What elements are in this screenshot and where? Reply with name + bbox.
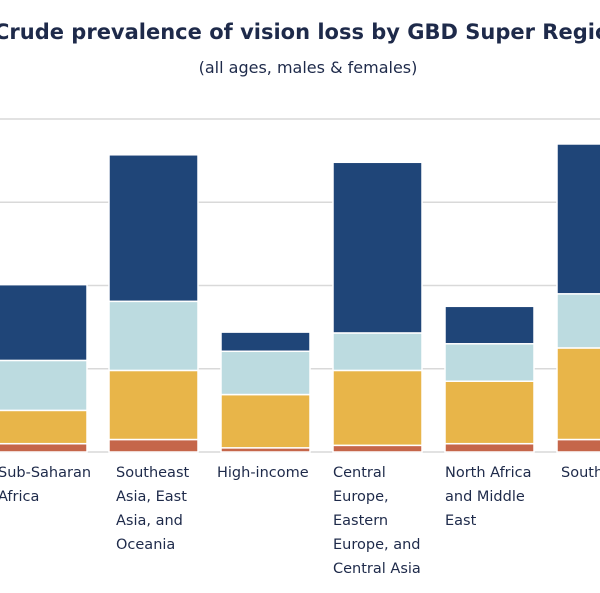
category-label: Central Europe, Eastern Europe, and Cent… bbox=[333, 465, 421, 577]
bar-segment[interactable] bbox=[444, 380, 535, 445]
bar-segment[interactable] bbox=[332, 369, 423, 447]
bar-segment[interactable] bbox=[108, 154, 199, 303]
bar-segment[interactable] bbox=[332, 444, 423, 453]
bar-segment[interactable] bbox=[556, 347, 600, 441]
chart-title: Crude prevalence of vision loss by GBD S… bbox=[0, 20, 600, 44]
chart-subtitle: (all ages, males & females) bbox=[198, 58, 418, 77]
bar-segment[interactable] bbox=[332, 332, 423, 372]
bar-segment[interactable] bbox=[444, 343, 535, 382]
category-label: High-income bbox=[217, 465, 309, 481]
bar-segment[interactable] bbox=[108, 300, 199, 372]
bar-segment[interactable] bbox=[0, 442, 88, 453]
bar-segment[interactable] bbox=[332, 161, 423, 334]
bar-segment[interactable] bbox=[108, 438, 199, 453]
bar-segment[interactable] bbox=[0, 409, 88, 445]
bar-segment[interactable] bbox=[0, 283, 88, 362]
bar-segment[interactable] bbox=[556, 143, 600, 295]
category-label: South bbox=[561, 465, 600, 481]
bar-segment[interactable] bbox=[0, 359, 88, 412]
bar-segment[interactable] bbox=[220, 393, 311, 449]
category-label: Southeast Asia, East Asia, and Oceania bbox=[116, 465, 190, 553]
bar-segment[interactable] bbox=[444, 442, 535, 453]
category-label: Sub-Saharan Africa bbox=[0, 465, 92, 505]
bar-segment[interactable] bbox=[556, 293, 600, 349]
bar-segment[interactable] bbox=[108, 369, 199, 441]
category-label: North Africa and Middle East bbox=[445, 465, 532, 529]
bar-segment[interactable] bbox=[556, 438, 600, 453]
bar-segment[interactable] bbox=[444, 305, 535, 345]
bar-segment[interactable] bbox=[220, 331, 311, 353]
bar-segment[interactable] bbox=[220, 350, 311, 396]
